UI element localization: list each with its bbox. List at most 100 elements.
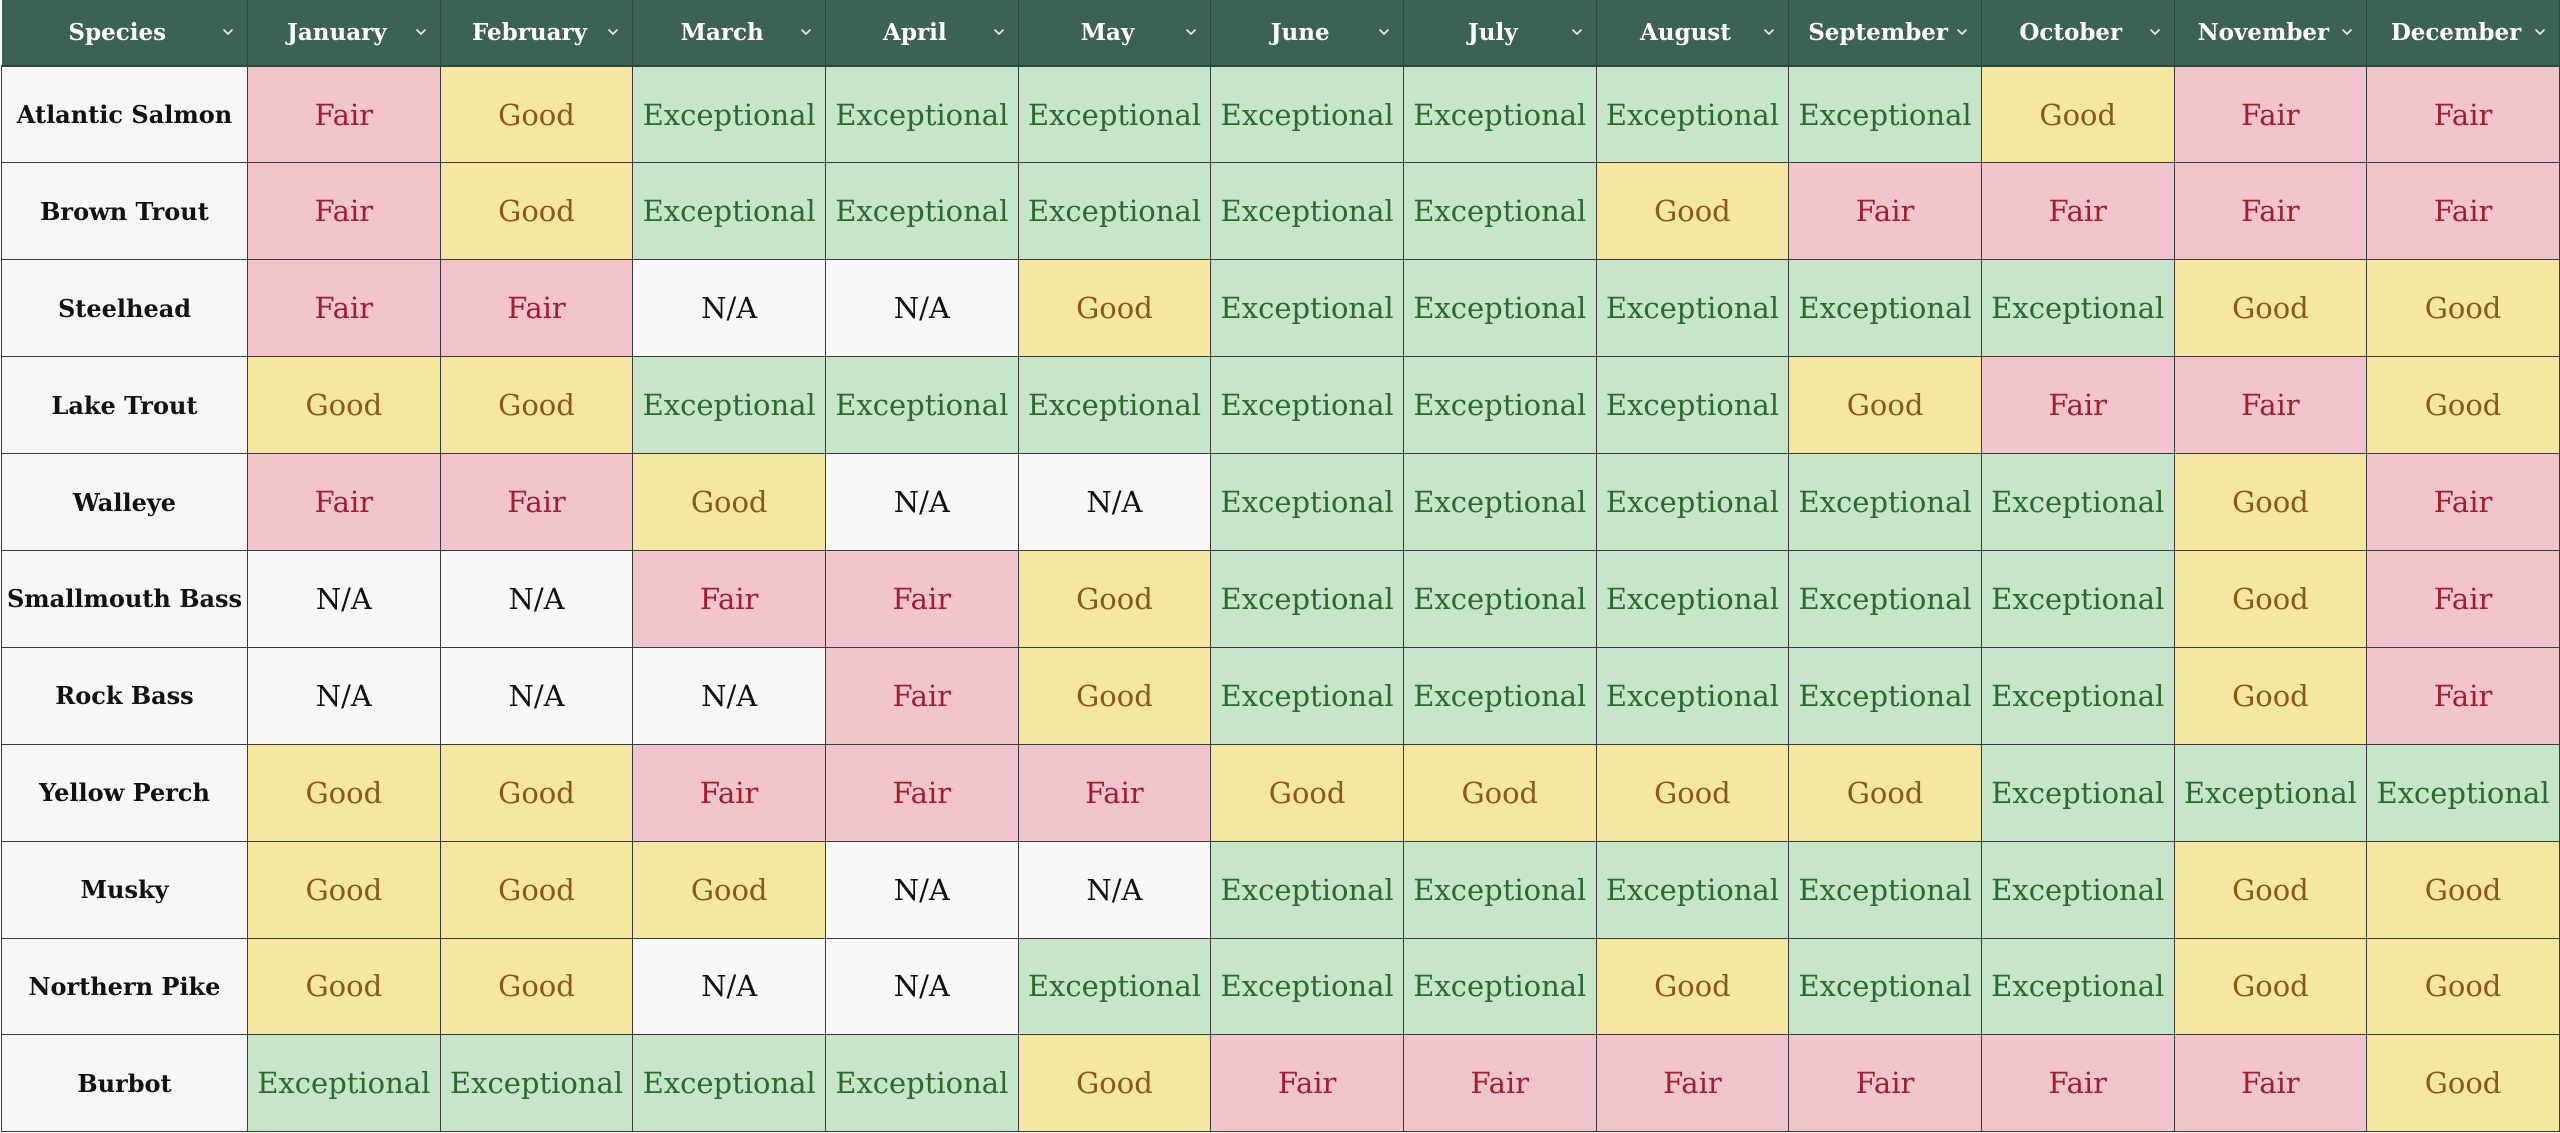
species-name-cell: Northern Pike: [1, 937, 248, 1036]
rating-cell: Good: [247, 743, 441, 842]
rating-cell: Good: [632, 840, 826, 939]
rating-cell: Good: [1402, 743, 1597, 842]
rating-cell: Exceptional: [1595, 453, 1790, 551]
rating-cell: Good: [2173, 840, 2368, 939]
species-name-cell: Atlantic Salmon: [1, 65, 248, 164]
rating-cell: Exceptional: [1788, 65, 1982, 164]
rating-cell: Good: [1788, 743, 1982, 842]
column-header-december[interactable]: December: [2366, 0, 2560, 67]
column-header-august[interactable]: August: [1596, 0, 1790, 67]
rating-cell: Good: [2173, 453, 2368, 551]
column-header-may[interactable]: May: [1018, 0, 1212, 67]
rating-cell: Exceptional: [1980, 453, 2175, 551]
rating-cell: N/A: [247, 646, 441, 745]
column-header-july[interactable]: July: [1403, 0, 1597, 67]
rating-cell: Good: [1017, 549, 1212, 648]
column-header-march[interactable]: March: [632, 0, 826, 67]
column-header-label: February: [471, 19, 587, 46]
chevron-down-icon[interactable]: [1184, 26, 1198, 40]
chevron-down-icon[interactable]: [1377, 26, 1391, 40]
rating-cell: Good: [632, 453, 826, 551]
table-body: Atlantic Salmon Fair Good Exceptional Except…: [1, 65, 2560, 1133]
rating-cell: Good: [2366, 1034, 2560, 1133]
rating-cell: Exceptional: [1402, 549, 1597, 648]
column-header-september[interactable]: September: [1788, 0, 1982, 67]
rating-cell: Exceptional: [1980, 937, 2175, 1036]
chevron-down-icon[interactable]: [2340, 26, 2354, 40]
rating-cell: Good: [439, 840, 634, 939]
rating-cell: Exceptional: [1210, 162, 1404, 261]
rating-cell: Exceptional: [1595, 549, 1790, 648]
rating-cell: Good: [439, 65, 634, 164]
table-row: Burbot Exceptional Exceptional Exceptional E…: [1, 1034, 2560, 1133]
column-header-species[interactable]: Species: [1, 0, 248, 67]
rating-cell: Good: [1595, 162, 1790, 261]
column-header-january[interactable]: January: [247, 0, 441, 67]
rating-cell: Fair: [1017, 743, 1212, 842]
column-header-june[interactable]: June: [1210, 0, 1404, 67]
rating-cell: Exceptional: [632, 356, 826, 455]
table-row: Lake Trout Good Good Exceptional Exceptional…: [1, 356, 2560, 455]
rating-cell: Exceptional: [1980, 549, 2175, 648]
chevron-down-icon[interactable]: [2148, 26, 2162, 40]
column-header-april[interactable]: April: [825, 0, 1019, 67]
rating-cell: Good: [247, 937, 441, 1036]
column-header-label: June: [1270, 19, 1330, 46]
chevron-down-icon[interactable]: [221, 26, 235, 40]
rating-cell: Good: [439, 937, 634, 1036]
chevron-down-icon[interactable]: [414, 26, 428, 40]
table-row: Smallmouth Bass N/A N/A Fair Fair Good Excepti…: [1, 549, 2560, 648]
chevron-down-icon[interactable]: [992, 26, 1006, 40]
rating-cell: Good: [439, 162, 634, 261]
rating-cell: Good: [1017, 646, 1212, 745]
rating-cell: Exceptional: [1788, 937, 1982, 1036]
header-row: Species January February March April May June J…: [1, 0, 2560, 67]
rating-cell: Exceptional: [1980, 646, 2175, 745]
rating-cell: Exceptional: [1788, 259, 1982, 358]
column-header-label: October: [2019, 19, 2123, 46]
rating-cell: N/A: [439, 646, 634, 745]
rating-cell: Fair: [2366, 65, 2560, 164]
rating-cell: Fair: [1402, 1034, 1597, 1133]
species-name-cell: Burbot: [1, 1034, 248, 1133]
chevron-down-icon[interactable]: [2533, 26, 2547, 40]
rating-cell: Fair: [1595, 1034, 1790, 1133]
chevron-down-icon[interactable]: [1955, 26, 1969, 40]
chevron-down-icon[interactable]: [799, 26, 813, 40]
rating-cell: Exceptional: [247, 1034, 441, 1133]
rating-cell: Exceptional: [1595, 840, 1790, 939]
rating-cell: Exceptional: [632, 1034, 826, 1133]
chevron-down-icon[interactable]: [1762, 26, 1776, 40]
rating-cell: Fair: [2366, 549, 2560, 648]
table-row: Yellow Perch Good Good Fair Fair Fair Good Good…: [1, 743, 2560, 842]
rating-cell: Fair: [2366, 162, 2560, 261]
species-name-cell: Lake Trout: [1, 356, 248, 455]
rating-cell: Fair: [632, 743, 826, 842]
rating-cell: N/A: [1017, 453, 1212, 551]
chevron-down-icon[interactable]: [606, 26, 620, 40]
rating-cell: N/A: [632, 259, 826, 358]
rating-cell: Exceptional: [1402, 937, 1597, 1036]
column-header-february[interactable]: February: [440, 0, 634, 67]
rating-cell: Fair: [1210, 1034, 1404, 1133]
column-header-october[interactable]: October: [1981, 0, 2175, 67]
rating-cell: Good: [1595, 937, 1790, 1036]
table-row: Northern Pike Good Good N/A N/A Exceptional Ex…: [1, 937, 2560, 1036]
rating-cell: Exceptional: [1788, 646, 1982, 745]
rating-cell: Exceptional: [1017, 356, 1212, 455]
rating-cell: Exceptional: [1402, 840, 1597, 939]
rating-cell: Exceptional: [1210, 259, 1404, 358]
species-name-cell: Rock Bass: [1, 646, 248, 745]
rating-cell: Exceptional: [632, 162, 826, 261]
rating-cell: Exceptional: [2366, 743, 2560, 842]
rating-cell: N/A: [439, 549, 634, 648]
chevron-down-icon[interactable]: [1570, 26, 1584, 40]
column-header-november[interactable]: November: [2174, 0, 2368, 67]
rating-cell: Exceptional: [1210, 549, 1404, 648]
table-row: Steelhead Fair Fair N/A N/A Good Exceptional Ex…: [1, 259, 2560, 358]
rating-cell: Exceptional: [1788, 453, 1982, 551]
species-name-cell: Steelhead: [1, 259, 248, 358]
table-row: Brown Trout Fair Good Exceptional Exceptiona…: [1, 162, 2560, 261]
rating-cell: Good: [1017, 1034, 1212, 1133]
